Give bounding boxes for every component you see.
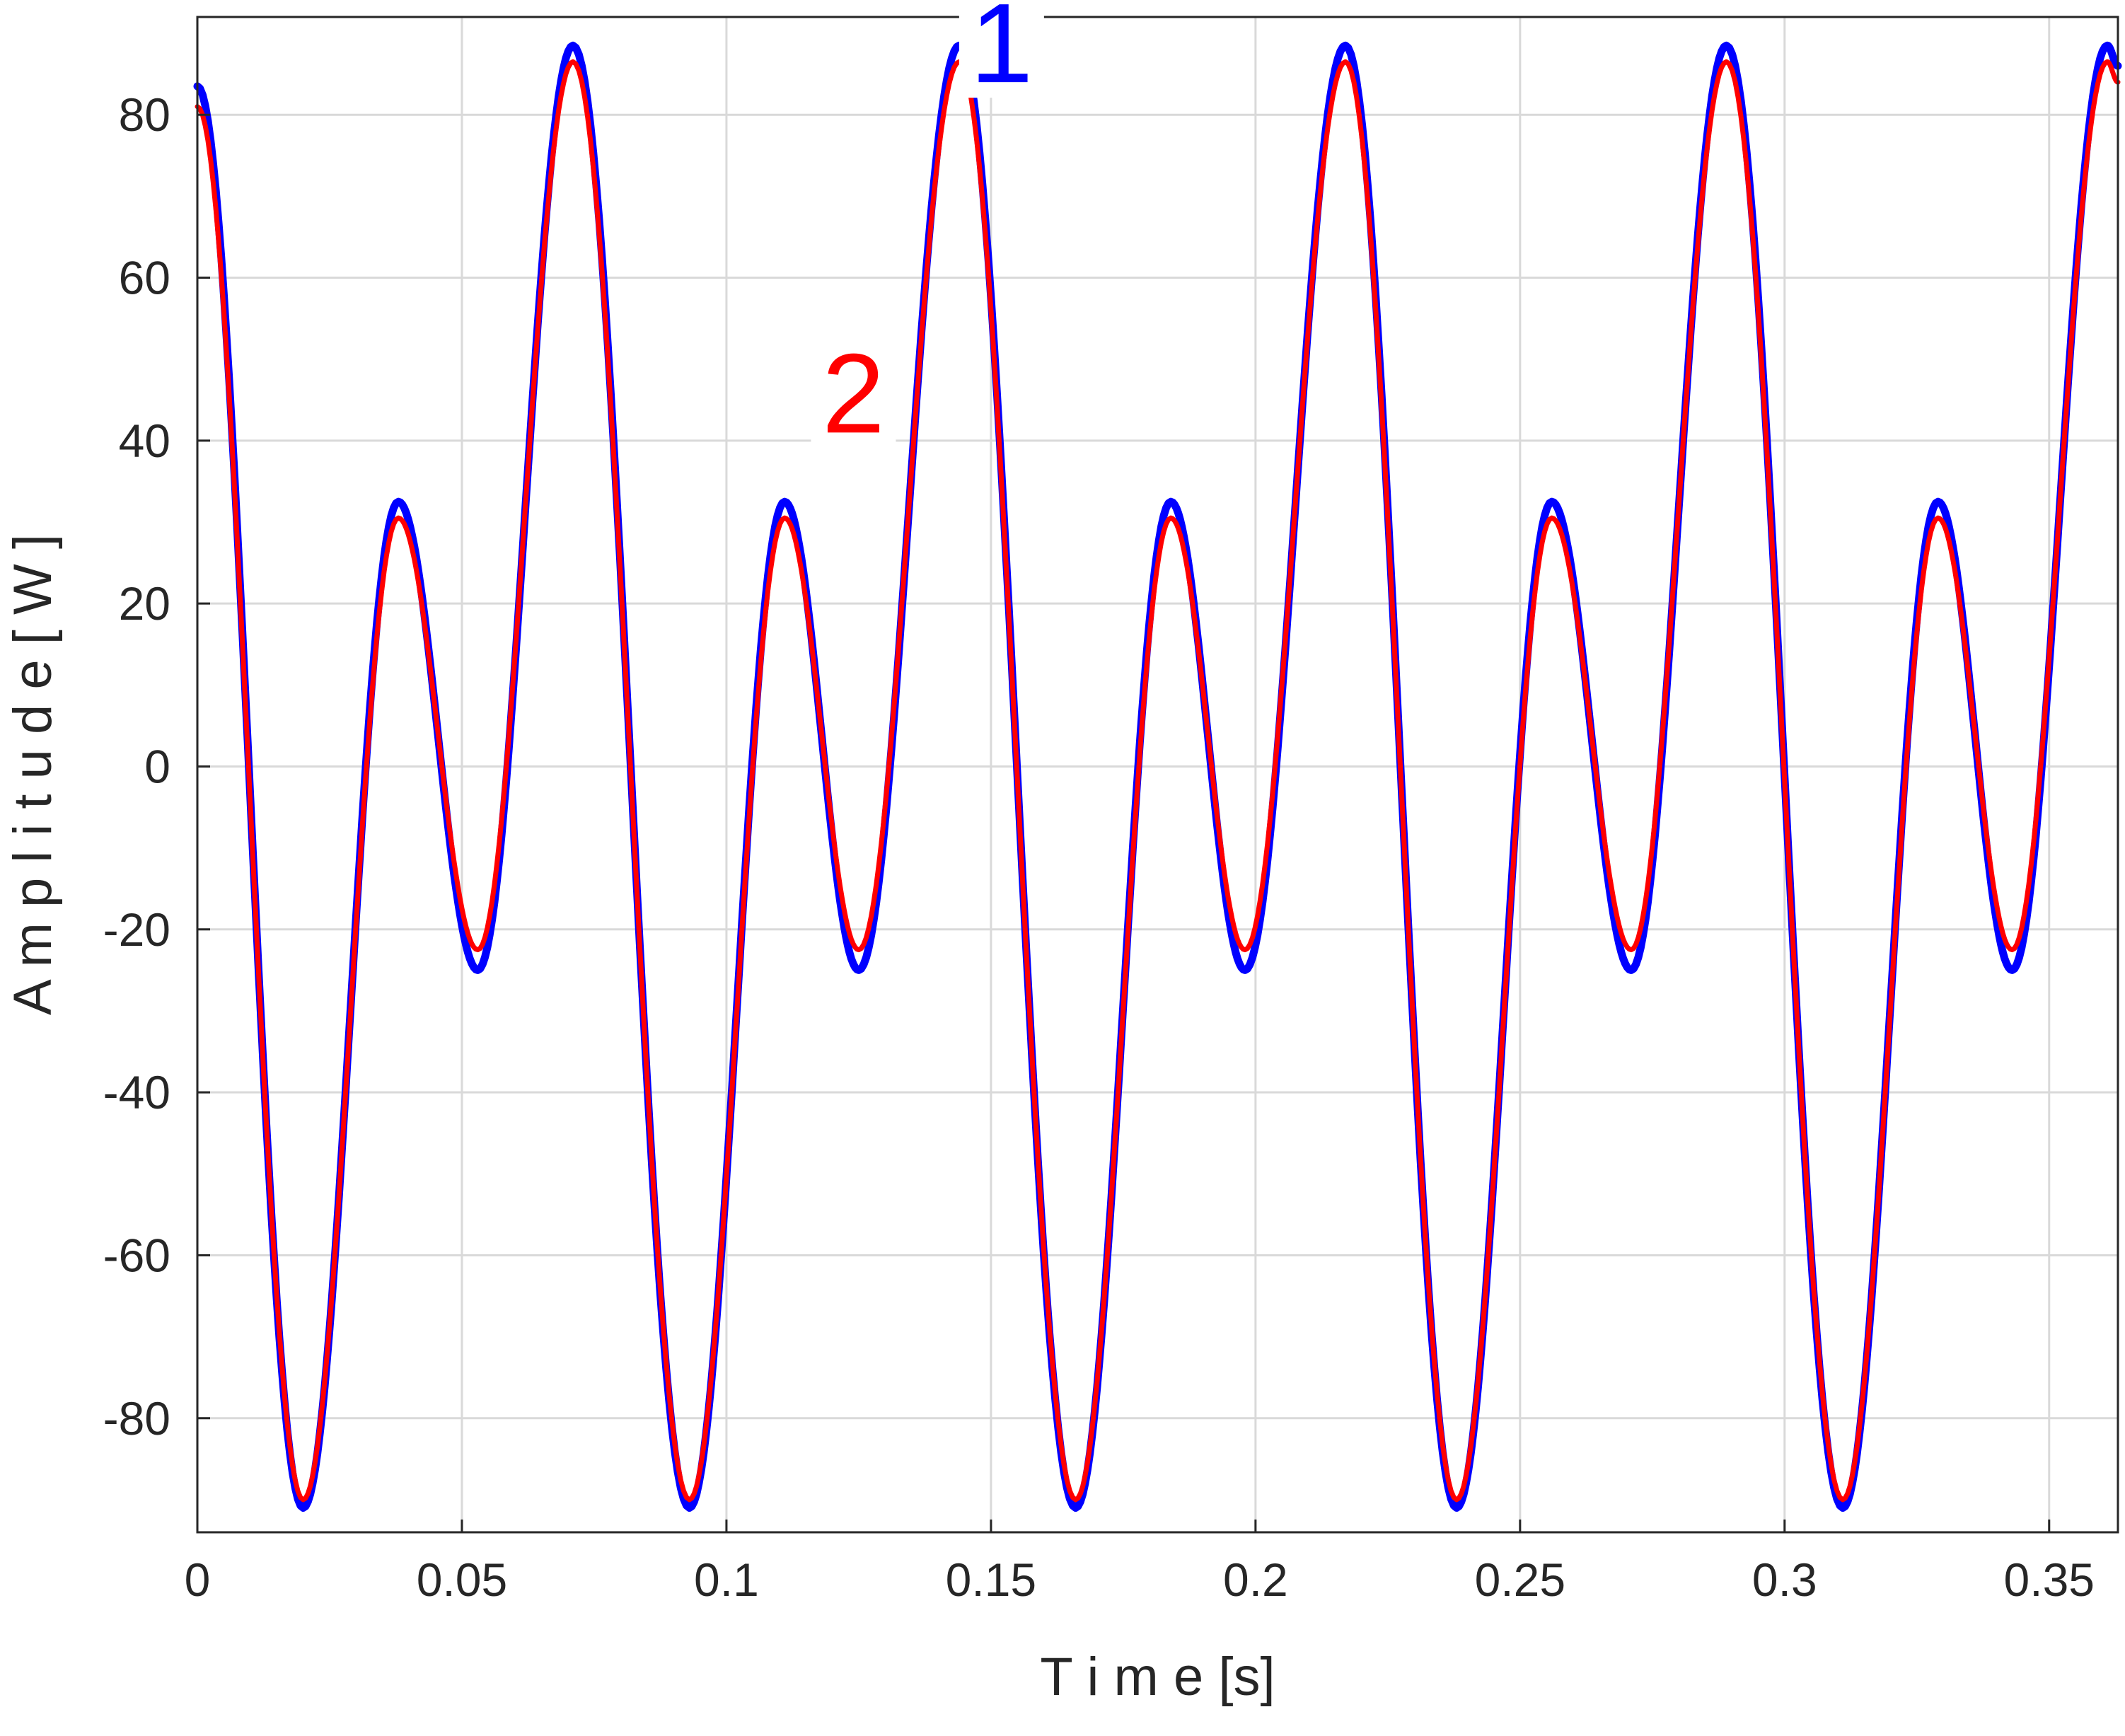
y-tick-label: 40 xyxy=(119,415,170,467)
x-tick-label: 0.05 xyxy=(417,1553,507,1606)
y-tick-label: 80 xyxy=(119,88,170,141)
y-tick-label: -80 xyxy=(103,1392,170,1445)
x-tick-label: 0.2 xyxy=(1223,1553,1288,1606)
y-axis-title: A m p l i t u d e [ W ] xyxy=(3,534,63,1015)
series-label-background xyxy=(811,342,896,449)
series-label-2: 2 xyxy=(822,330,885,456)
tick-labels: 0 0.05 0.1 0.15 0.2 0.25 0.3 0.35 -80 -60 -40 -20 0 2… xyxy=(103,88,2095,1606)
y-tick-label: 20 xyxy=(119,577,170,630)
series-label-background xyxy=(959,0,1044,98)
y-tick-label: -40 xyxy=(103,1066,170,1118)
series-group xyxy=(193,41,2122,1512)
x-axis-title: T i m e [s] xyxy=(1040,1647,1275,1707)
y-tick-label: -60 xyxy=(103,1229,170,1281)
y-tick-label: -20 xyxy=(103,903,170,956)
series-label-1: 1 xyxy=(970,0,1033,106)
y-tick-label: 60 xyxy=(119,252,170,304)
plot-frame xyxy=(196,16,2119,1534)
x-tick-label: 0.3 xyxy=(1752,1553,1817,1606)
x-tick-label: 0.25 xyxy=(1475,1553,1565,1606)
x-tick-label: 0.1 xyxy=(694,1553,759,1606)
y-tick-label: 0 xyxy=(144,740,170,792)
series-labels: 12 xyxy=(811,0,1044,456)
x-tick-label: 0.15 xyxy=(946,1553,1036,1606)
x-tick-label: 0.35 xyxy=(2004,1553,2095,1606)
series-line-2 xyxy=(195,59,2121,1503)
x-tick-label: 0 xyxy=(185,1553,211,1606)
